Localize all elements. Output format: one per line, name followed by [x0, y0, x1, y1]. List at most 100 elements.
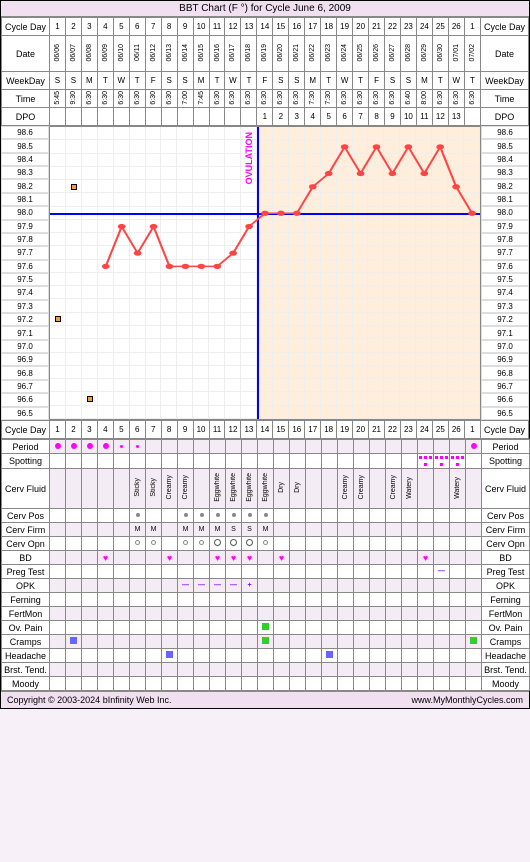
tracking-data-table: PeriodPeriodSpottingSpottingCerv FluidSt… [1, 439, 530, 691]
cell: 7 [353, 108, 369, 126]
cell [241, 108, 257, 126]
cell: 6:30 [337, 90, 353, 108]
track-row: OPK————+OPK [2, 579, 530, 593]
cell: 4 [97, 18, 113, 36]
track-row: Cerv OpnCerv Opn [2, 537, 530, 551]
cell: W [113, 72, 129, 90]
cell [65, 108, 81, 126]
cell: 23 [400, 18, 416, 36]
cell: 17 [305, 18, 321, 36]
cell: 21 [369, 421, 385, 439]
cell: 21 [369, 18, 385, 36]
chart-footer: Copyright © 2003-2024 bInfinity Web Inc.… [1, 691, 529, 708]
cell: 06/18 [241, 36, 257, 72]
cell: 7:00 [177, 90, 193, 108]
cell: 11 [209, 18, 225, 36]
cell: M [305, 72, 321, 90]
chart-plot-area: 98.698.598.498.398.298.198.097.997.897.7… [1, 126, 529, 420]
cell: 06/28 [400, 36, 416, 72]
cell: 6:30 [97, 90, 113, 108]
cell: 26 [448, 421, 464, 439]
cell: 19 [337, 18, 353, 36]
cell: 6:30 [241, 90, 257, 108]
temperature-line [50, 127, 480, 419]
cell: 06/07 [65, 36, 81, 72]
track-row: Ov. PainOv. Pain [2, 621, 530, 635]
cell: 14 [257, 421, 273, 439]
cell: 13 [448, 108, 464, 126]
cell: 06/27 [385, 36, 401, 72]
cell: 6 [129, 18, 145, 36]
cell [81, 108, 97, 126]
cell: W [448, 72, 464, 90]
cell: 06/29 [416, 36, 432, 72]
cell: 5 [321, 108, 337, 126]
track-row: MoodyMoody [2, 677, 530, 691]
cell: 2 [65, 18, 81, 36]
cell: 6:30 [464, 90, 480, 108]
cell [129, 108, 145, 126]
cell [97, 108, 113, 126]
cell: M [193, 72, 209, 90]
cell: F [145, 72, 161, 90]
cycleday-row-2: Cycle Day1234567891011121314151617181920… [2, 421, 529, 439]
cell: T [321, 72, 337, 90]
cell: T [464, 72, 480, 90]
cell: F [369, 72, 385, 90]
cell: 6:30 [161, 90, 177, 108]
cell: 17 [305, 421, 321, 439]
track-row: BD♥♥♥♥♥♥♥BD [2, 551, 530, 565]
cycleday-row: Cycle Day1234567891011121314151617181920… [2, 18, 529, 36]
plot-area: OVULATION [49, 126, 481, 420]
cell: 06/26 [369, 36, 385, 72]
cell: T [432, 72, 448, 90]
cell: F [257, 72, 273, 90]
y-axis-right: 98.698.598.498.398.298.198.097.997.897.7… [481, 126, 529, 420]
cell: 11 [209, 421, 225, 439]
cell [50, 108, 66, 126]
cell: 6:30 [209, 90, 225, 108]
cell: S [400, 72, 416, 90]
cell: 4 [97, 421, 113, 439]
cell: 8 [161, 421, 177, 439]
y-axis-left: 98.698.598.498.398.298.198.097.997.897.7… [1, 126, 49, 420]
track-row: SpottingSpotting [2, 454, 530, 469]
cell: W [337, 72, 353, 90]
cell: 7:30 [321, 90, 337, 108]
cell: 06/19 [257, 36, 273, 72]
cell: S [177, 72, 193, 90]
cell: 12 [225, 421, 241, 439]
cell [113, 108, 129, 126]
cell: 10 [400, 108, 416, 126]
cell: 6:30 [448, 90, 464, 108]
track-row: PeriodPeriod [2, 440, 530, 454]
cell: 6:30 [257, 90, 273, 108]
track-row: Cerv FluidStickyStickyCreamyCreamyEggwhi… [2, 469, 530, 509]
cell: 18 [321, 421, 337, 439]
cell: 6:30 [113, 90, 129, 108]
track-row: FerningFerning [2, 593, 530, 607]
dpo-row: DPO12345678910111213DPO [2, 108, 529, 126]
cell: 20 [353, 421, 369, 439]
cell: 6:30 [369, 90, 385, 108]
chart-title: BBT Chart (F °) for Cycle June 6, 2009 [1, 1, 529, 17]
cell: 12 [432, 108, 448, 126]
cell: 25 [432, 421, 448, 439]
cell: 06/11 [129, 36, 145, 72]
cell [225, 108, 241, 126]
cell: 06/16 [209, 36, 225, 72]
cell: T [353, 72, 369, 90]
cell: 25 [432, 18, 448, 36]
cell: 6 [129, 421, 145, 439]
cell: 06/13 [161, 36, 177, 72]
cell: 2 [273, 108, 289, 126]
cell: 06/15 [193, 36, 209, 72]
track-row: Cerv FirmMMMMMSSMCerv Firm [2, 523, 530, 537]
cell [209, 108, 225, 126]
cell: 4 [305, 108, 321, 126]
cell: 15 [273, 18, 289, 36]
cell: 8 [161, 18, 177, 36]
cell: 1 [50, 421, 66, 439]
cell: 2 [65, 421, 81, 439]
weekday-row: WeekDaySSMTWTFSSMTWTFSSMTWTFSSMTWTWeekDa… [2, 72, 529, 90]
